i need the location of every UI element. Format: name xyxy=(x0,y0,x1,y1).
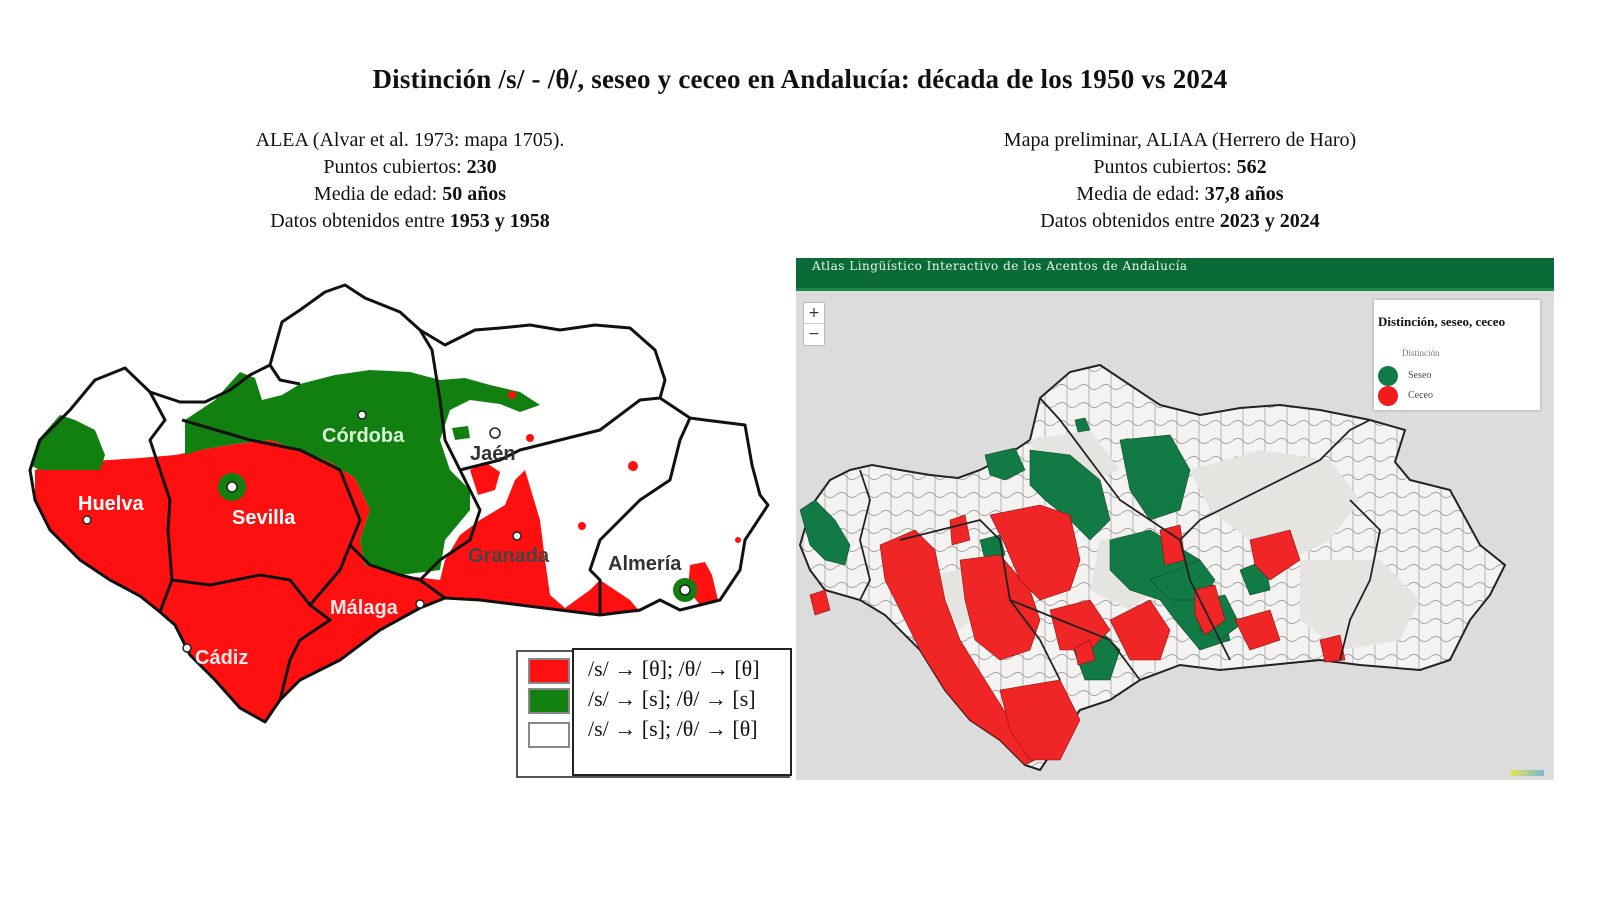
left-source: ALEA (Alvar et al. 1973: mapa 1705). xyxy=(255,129,565,151)
legend-swatch-distincion xyxy=(528,722,570,748)
ceceo-jaen-south xyxy=(470,462,500,495)
city-label-cordoba: Córdoba xyxy=(322,425,405,447)
aliaa-map[interactable] xyxy=(796,258,1554,780)
page-title: Distinción /s/ - /θ/, seseo y ceceo en A… xyxy=(372,64,1228,94)
ceceo-region-west xyxy=(35,440,640,722)
city-label-almeria: Almería xyxy=(608,553,682,575)
right-caption: Mapa preliminar, ALIAA (Herrero de Haro)… xyxy=(960,127,1400,235)
right-age: Media de edad: 37,8 años xyxy=(1076,183,1284,205)
legend-label-distincion: /s/ → [s]; /θ/ → [θ] xyxy=(588,716,758,741)
app-header: Atlas Lingüístico Interactivo de los Ace… xyxy=(796,258,1554,291)
province-borders xyxy=(28,283,770,724)
seseo-central xyxy=(185,370,540,575)
aliaa-legend: Distinción, seseo, ceceo Distinción Sese… xyxy=(1374,300,1540,410)
app-header-title: Atlas Lingüístico Interactivo de los Ace… xyxy=(812,259,1188,273)
legend-dot-ceceo xyxy=(1378,386,1398,406)
left-points: Puntos cubiertos: 230 xyxy=(323,156,497,178)
city-label-sevilla: Sevilla xyxy=(232,507,296,529)
aliaa-map-panel[interactable]: Atlas Lingüístico Interactivo de los Ace… xyxy=(796,258,1554,780)
seseo-huelva-north xyxy=(30,415,105,470)
left-age: Media de edad: 50 años xyxy=(313,183,507,205)
right-source: Mapa preliminar, ALIAA (Herrero de Haro) xyxy=(1003,129,1357,151)
left-dates: Datos obtenidos entre 1953 y 1958 xyxy=(270,210,550,232)
province-borders-right xyxy=(859,397,1381,681)
city-label-jaen: Jaén xyxy=(470,443,516,465)
legend-label-ceceo-right: Ceceo xyxy=(1408,390,1433,401)
legend-swatch-seseo xyxy=(528,688,570,714)
right-dates: Datos obtenidos entre 2023 y 2024 xyxy=(1040,210,1320,232)
legend-label-seseo: /s/ → [s]; /θ/ → [s] xyxy=(588,686,756,711)
map-attribution-logo xyxy=(1510,770,1544,776)
legend-label-seseo-right: Seseo xyxy=(1408,370,1432,381)
right-points: Puntos cubiertos: 562 xyxy=(1093,156,1267,178)
left-caption: ALEA (Alvar et al. 1973: mapa 1705). Pun… xyxy=(200,127,620,235)
zoom-in-button[interactable]: + xyxy=(808,305,820,321)
legend-swatch-ceceo xyxy=(528,658,570,684)
city-label-malaga: Málaga xyxy=(330,597,399,619)
alea-map: Huelva Sevilla Córdoba Jaén Granada Alme… xyxy=(28,283,770,724)
city-label-huelva: Huelva xyxy=(78,493,144,515)
zoom-control: + − xyxy=(803,302,825,346)
aliaa-legend-subtitle: Distinción xyxy=(1402,348,1440,358)
legend-label-ceceo: /s/ → [θ]; /θ/ → [θ] xyxy=(588,656,760,681)
legend-dot-seseo xyxy=(1378,366,1398,386)
aliaa-legend-title: Distinción, seseo, ceceo xyxy=(1378,314,1506,329)
city-label-cadiz: Cádiz xyxy=(195,647,248,669)
alea-legend: /s/ → [θ]; /θ/ → [θ] /s/ → [s]; /θ/ → [s… xyxy=(516,648,792,778)
city-label-granada: Granada xyxy=(468,545,550,567)
zoom-out-button[interactable]: − xyxy=(804,323,824,344)
seseo-jaen-blob xyxy=(452,426,470,440)
ceceo-areas xyxy=(809,504,1346,766)
